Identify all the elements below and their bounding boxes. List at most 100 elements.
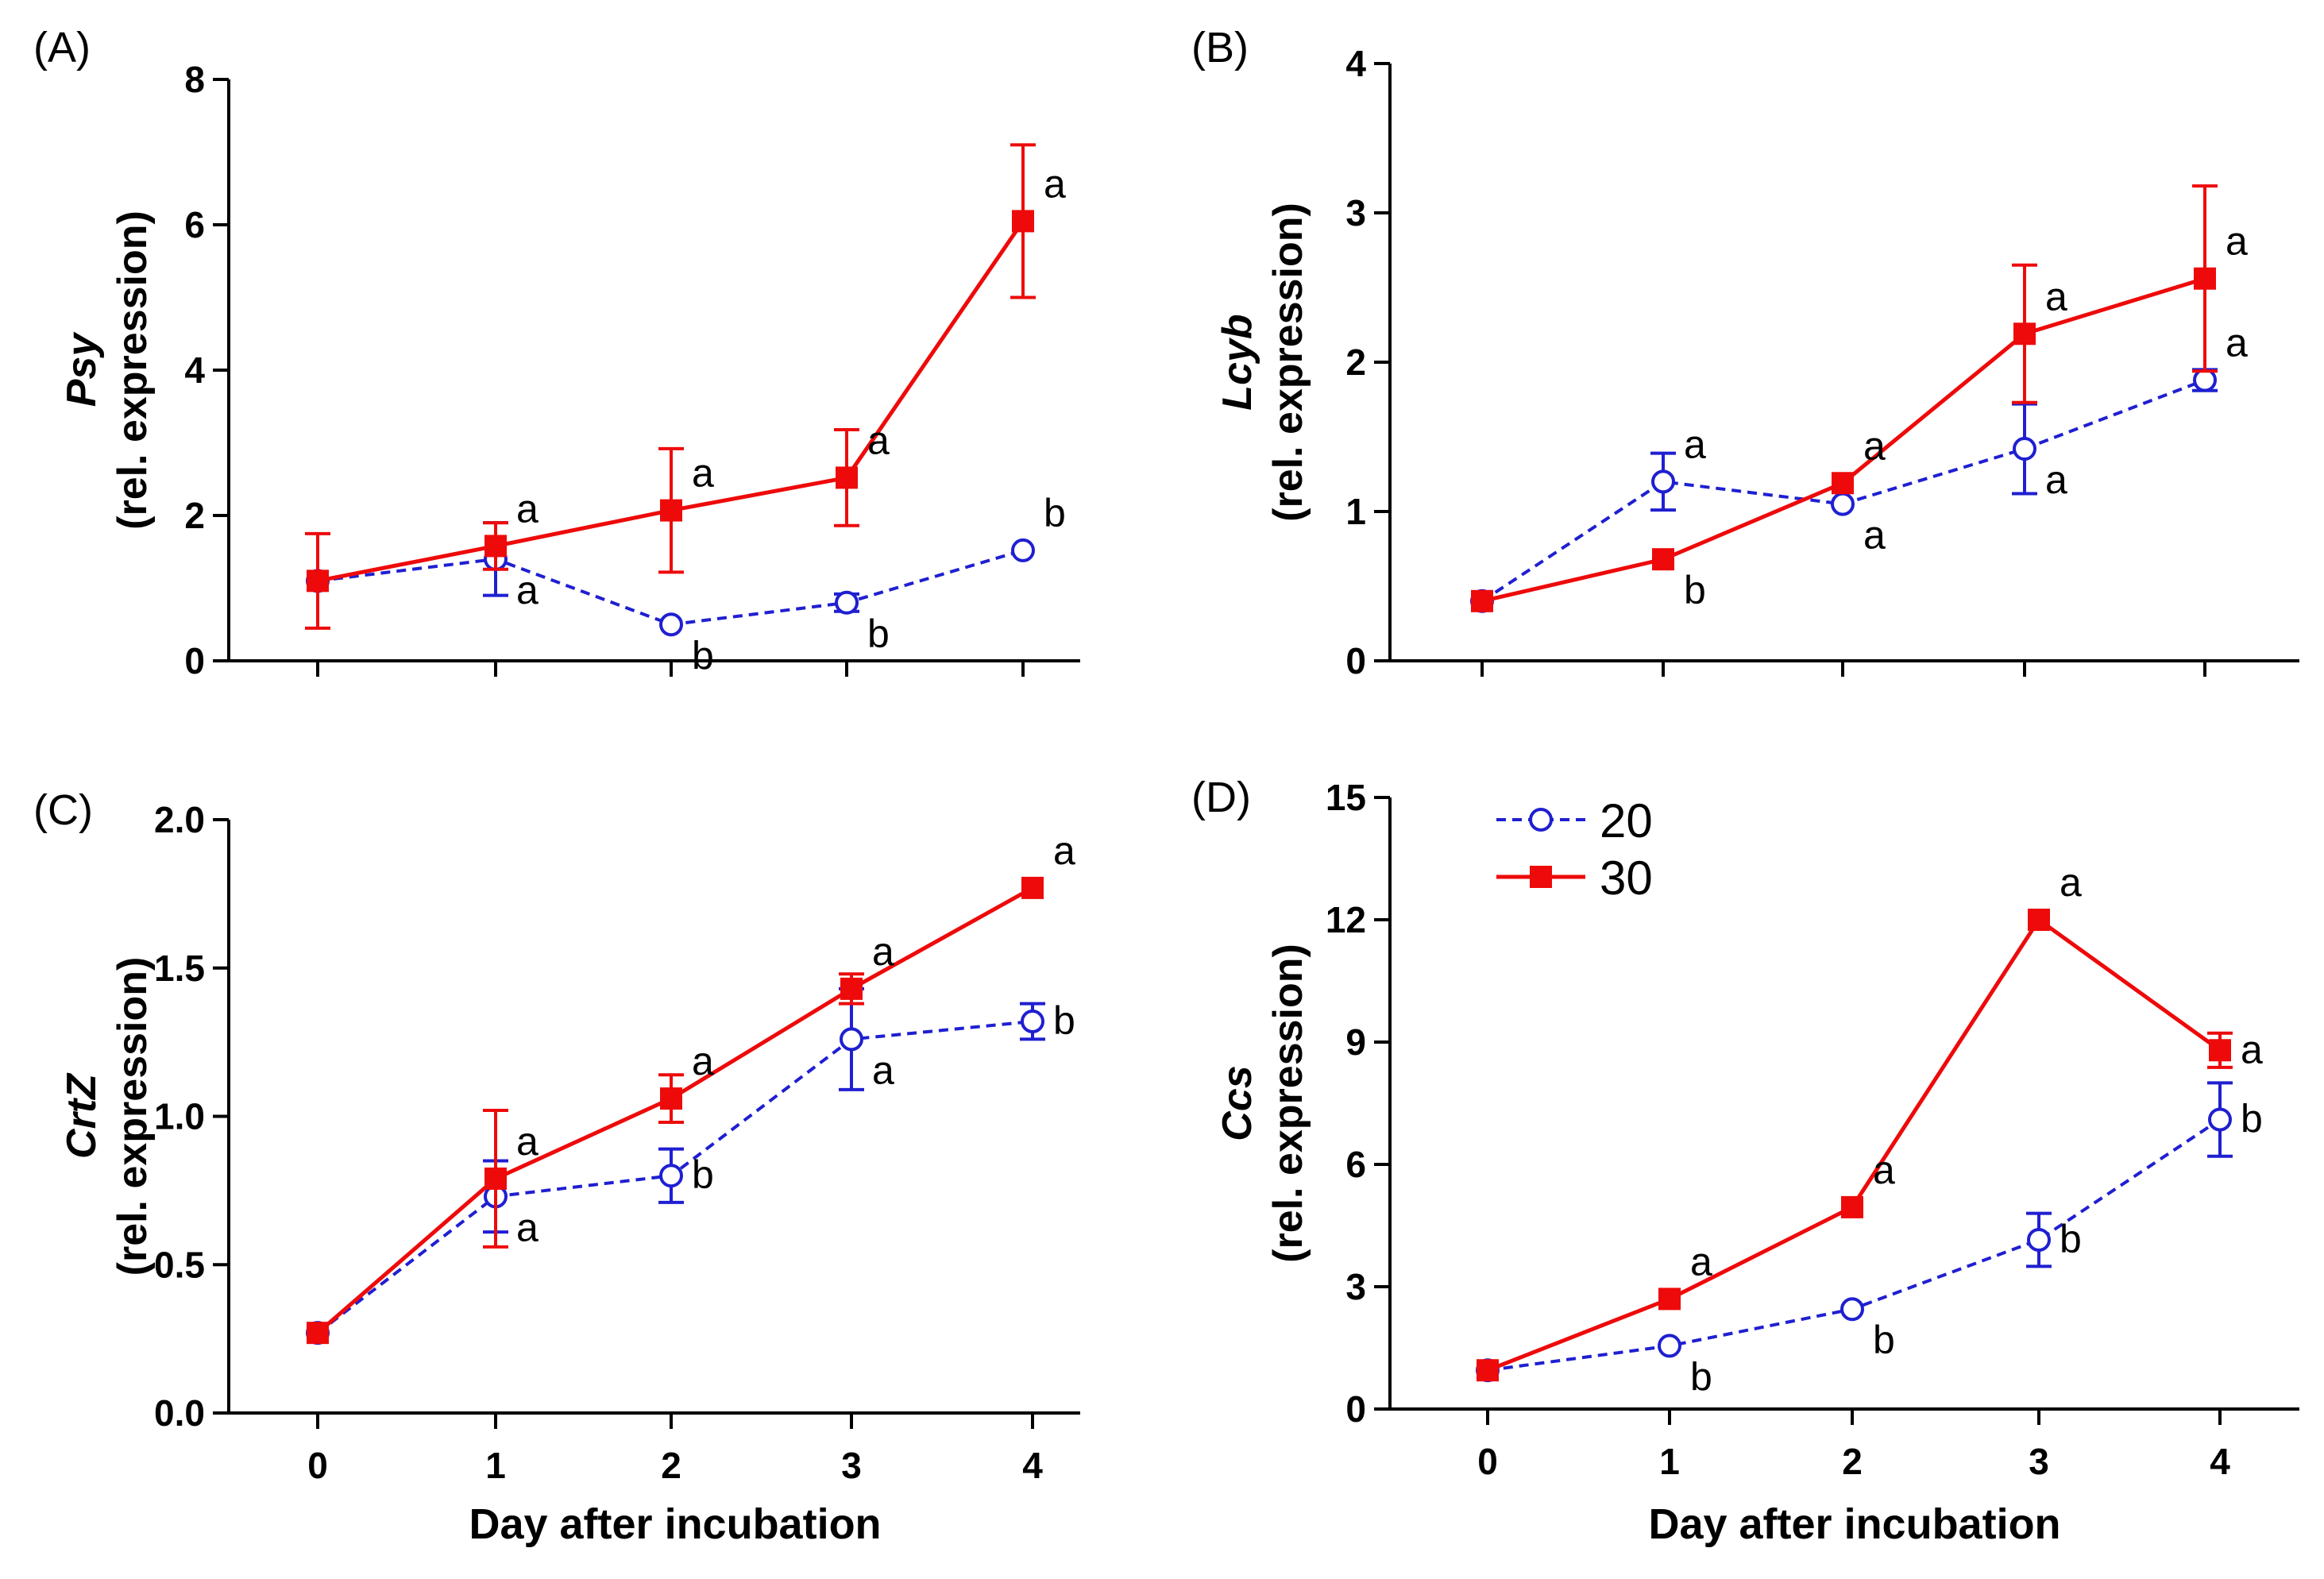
data-point-30 (484, 535, 507, 558)
significance-label: a (1690, 1239, 1712, 1284)
significance-label: a (2226, 219, 2248, 264)
data-point-20 (659, 1164, 683, 1188)
panel-label: (D) (1191, 774, 1251, 821)
y-axis-label: Ccs (rel. expression) (1214, 944, 1311, 1263)
ylabel-suffix: (rel. expression) (1265, 203, 1311, 522)
legend-label-20: 20 (1600, 794, 1653, 847)
y-tick-label: 0 (1345, 1388, 1366, 1430)
x-tick-label: 3 (841, 1445, 862, 1486)
significance-label: a (516, 1205, 539, 1249)
series-line-20 (1487, 1118, 2222, 1372)
significance-label: b (867, 612, 890, 656)
y-tick-label: 6 (184, 204, 205, 245)
y-tick-label: 8 (184, 59, 205, 100)
y-tick-label: 4 (1345, 43, 1366, 84)
significance-label: a (1873, 1148, 1895, 1192)
significance-label: a (872, 929, 894, 974)
y-tick-label: 4 (184, 349, 205, 391)
y-tick-label: 2 (184, 495, 205, 536)
data-point-20 (2013, 437, 2036, 461)
data-point-30 (2209, 1039, 2231, 1062)
y-tick-label: 1.0 (154, 1096, 205, 1137)
x-tick-label: 2 (661, 1445, 681, 1486)
series-20: a b a b (306, 986, 1075, 1345)
significance-label: a (692, 1039, 714, 1083)
y-tick-label: 6 (1345, 1144, 1366, 1185)
data-point-20 (1651, 469, 1675, 494)
x-tick-label: 4 (1022, 1445, 1043, 1486)
x-tick-label: 4 (2210, 1441, 2230, 1482)
ylabel-suffix: (rel. expression) (1265, 944, 1311, 1263)
significance-label: b (1690, 1354, 1712, 1399)
y-tick-label: 0 (1345, 640, 1366, 681)
data-point-20 (1021, 1009, 1044, 1033)
significance-label: a (2045, 457, 2067, 502)
significance-label: a (1863, 423, 1886, 468)
data-point-20 (1658, 1334, 1681, 1358)
y-tick-label: 1 (1345, 491, 1366, 532)
data-point-30 (307, 1322, 329, 1345)
significance-label: a (2045, 274, 2067, 319)
data-point-30 (484, 1167, 507, 1190)
significance-label: a (867, 418, 890, 462)
y-tick-label: 12 (1326, 899, 1366, 940)
data-point-20 (2027, 1227, 2051, 1252)
series-line-30 (1481, 276, 2206, 604)
panel-label: (A) (33, 24, 91, 71)
data-point-30 (1477, 1359, 1499, 1382)
significance-label: a (872, 1048, 894, 1092)
significance-label: b (2060, 1217, 2082, 1261)
data-point-30 (2028, 909, 2050, 931)
y-tick-label: 3 (1345, 192, 1366, 234)
y-tick-label: 0.5 (154, 1244, 205, 1285)
x-axis-label: Day after incubation (469, 1500, 881, 1548)
data-point-30 (2013, 322, 2036, 346)
x-axis-label: Day after incubation (1648, 1500, 2060, 1548)
x-tick-label: 3 (2029, 1441, 2049, 1482)
significance-label: b (2241, 1097, 2263, 1141)
data-point-20 (1831, 492, 1855, 516)
significance-label: a (692, 451, 714, 496)
data-point-30 (307, 569, 329, 593)
significance-label: a (516, 568, 539, 612)
y-tick-label: 15 (1326, 777, 1366, 818)
x-tick-label: 0 (1477, 1441, 1498, 1482)
x-tick-label: 2 (1842, 1441, 1863, 1482)
significance-label: b (692, 633, 714, 678)
ylabel-suffix: (rel. expression) (110, 957, 156, 1276)
significance-label: a (1863, 513, 1886, 558)
significance-label: b (1053, 998, 1075, 1043)
panel-label: (C) (33, 786, 93, 834)
significance-label: b (1044, 491, 1066, 535)
y-axis-label: CrtZ (rel. expression) (59, 957, 156, 1276)
data-point-30 (2194, 267, 2216, 290)
x-tick-label: 0 (307, 1445, 328, 1486)
y-tick-label: 1.5 (154, 948, 205, 989)
data-point-30 (660, 499, 682, 522)
chart-panel-3: (C) 0.0 0.5 1.0 1.5 2.0 0 1 2 3 4 Day after incubat… (33, 786, 1080, 1548)
data-point-20 (840, 1027, 863, 1052)
x-tick-label: 1 (485, 1445, 506, 1486)
significance-label: a (1044, 161, 1066, 206)
data-point-30 (1832, 472, 1854, 495)
y-tick-label: 2 (1345, 342, 1366, 383)
data-point-20 (1840, 1297, 1864, 1322)
data-point-30 (840, 977, 863, 1000)
data-point-30 (1471, 589, 1493, 612)
significance-label: a (2226, 321, 2248, 365)
x-tick-label: 1 (1659, 1441, 1680, 1482)
y-tick-label: 3 (1345, 1266, 1366, 1307)
y-axis-label: Psy (rel. expression) (59, 210, 156, 530)
gene-name: Ccs (1214, 1065, 1260, 1141)
y-tick-label: 0 (184, 640, 205, 681)
significance-label: a (2241, 1027, 2263, 1071)
gene-name: Lcyb (1214, 314, 1260, 410)
significance-label: a (516, 1119, 539, 1164)
significance-label: a (1684, 422, 1706, 466)
